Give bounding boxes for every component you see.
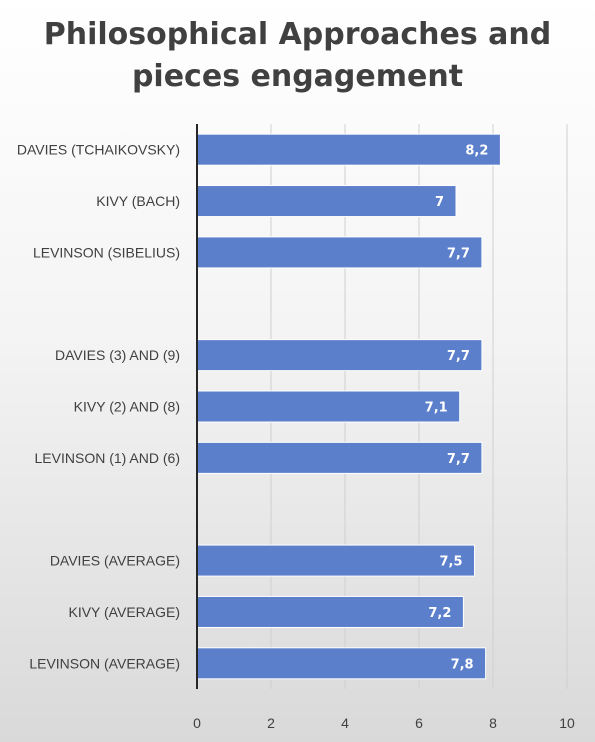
bar-4 bbox=[196, 339, 483, 372]
data-label-8: 7,5 bbox=[439, 555, 462, 570]
category-label-4: DAVIES (3) AND (9) bbox=[55, 347, 180, 363]
data-label-1: 7 bbox=[435, 195, 444, 210]
bar-0 bbox=[196, 133, 501, 166]
x-tick-label-2: 4 bbox=[341, 715, 349, 731]
data-label-2: 7,7 bbox=[447, 246, 470, 261]
x-tick-label-1: 2 bbox=[267, 715, 275, 731]
category-label-9: KIVY (AVERAGE) bbox=[68, 604, 180, 620]
category-label-8: DAVIES (AVERAGE) bbox=[50, 553, 180, 569]
chart-title-line-2: pieces engagement bbox=[131, 59, 464, 94]
category-label-5: KIVY (2) AND (8) bbox=[74, 399, 180, 415]
data-label-4: 7,7 bbox=[447, 349, 470, 364]
x-tick-label-0: 0 bbox=[193, 715, 201, 731]
category-label-0: DAVIES (TCHAIKOVSKY) bbox=[17, 142, 180, 158]
bar-9 bbox=[196, 595, 464, 628]
category-label-6: LEVINSON (1) AND (6) bbox=[35, 450, 180, 466]
bar-8 bbox=[196, 544, 475, 577]
x-tick-label-4: 8 bbox=[489, 715, 497, 731]
data-label-9: 7,2 bbox=[428, 606, 451, 621]
x-tick-label-5: 10 bbox=[559, 715, 575, 731]
chart-title: Philosophical Approaches and pieces enga… bbox=[0, 14, 595, 98]
category-label-10: LEVINSON (AVERAGE) bbox=[29, 655, 180, 671]
bar-6 bbox=[196, 441, 483, 474]
category-label-1: KIVY (BACH) bbox=[96, 193, 180, 209]
category-label-2: LEVINSON (SIBELIUS) bbox=[33, 244, 180, 260]
data-label-6: 7,7 bbox=[447, 452, 470, 467]
data-label-0: 8,2 bbox=[465, 144, 488, 159]
bar-1 bbox=[196, 185, 457, 218]
x-tick-label-3: 6 bbox=[415, 715, 423, 731]
chart-title-line-1: Philosophical Approaches and bbox=[43, 17, 552, 52]
data-label-5: 7,1 bbox=[425, 401, 448, 416]
bar-2 bbox=[196, 236, 483, 269]
bar-5 bbox=[196, 390, 461, 423]
bar-10 bbox=[196, 647, 487, 680]
data-label-10: 7,8 bbox=[451, 657, 474, 672]
